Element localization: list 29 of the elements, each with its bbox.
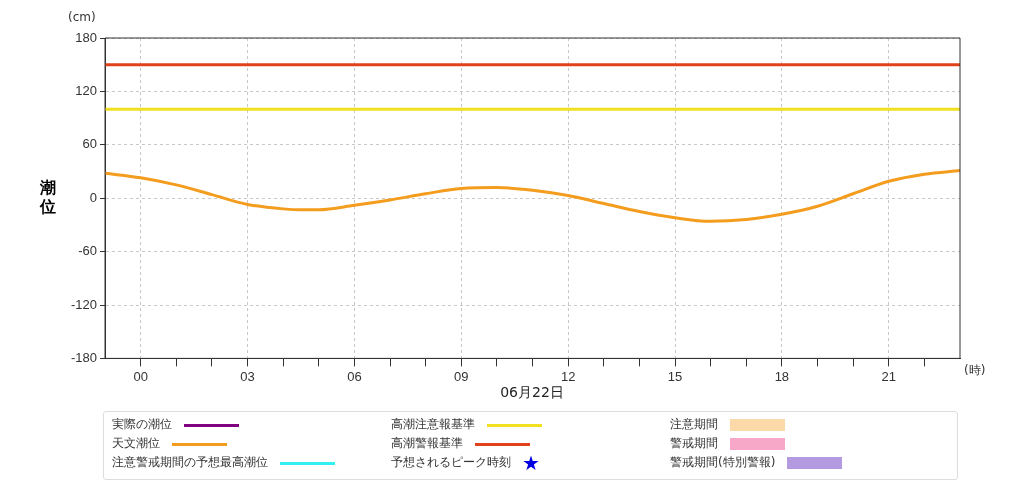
y-tick-label: 180 xyxy=(75,29,98,45)
legend-label: 予想されるピーク時刻 xyxy=(391,454,511,471)
legend-label: 警戒期間 xyxy=(670,435,718,452)
legend-label: 注意警戒期間の予想最高潮位 xyxy=(112,454,268,471)
x-axis-title: 06月22日 xyxy=(499,384,565,402)
x-tick-label: 12 xyxy=(560,368,576,384)
text: (時) xyxy=(964,362,986,379)
legend-label: 実際の潮位 xyxy=(112,416,172,433)
x-tick-label: 03 xyxy=(240,368,255,384)
y-tick-label: 0 xyxy=(89,189,98,205)
y-tick-label: -180 xyxy=(70,349,98,365)
y-axis-title: 潮位 xyxy=(40,178,56,216)
text: (cm) xyxy=(68,10,96,24)
x-tick-label: 18 xyxy=(774,368,790,384)
y-tick-label: -60 xyxy=(78,243,98,259)
legend-label: 高潮警報基準 xyxy=(391,435,463,452)
legend-label: 高潮注意報基準 xyxy=(391,416,475,433)
legend-label: 注意期間 xyxy=(670,416,718,433)
x-tick-label: 09 xyxy=(454,368,469,384)
x-tick-label: 15 xyxy=(667,368,683,384)
x-tick-label: 00 xyxy=(133,368,148,384)
legend-label: 警戒期間(特別警報) xyxy=(670,454,776,471)
x-tick-label: 06 xyxy=(347,368,362,384)
y-tick-label: 120 xyxy=(75,82,98,98)
y-tick-label: -120 xyxy=(70,296,98,312)
x-tick-label: 21 xyxy=(881,368,896,384)
legend-label: 天文潮位 xyxy=(112,435,160,452)
line-series xyxy=(105,169,960,223)
y-tick-label: 60 xyxy=(82,136,98,152)
